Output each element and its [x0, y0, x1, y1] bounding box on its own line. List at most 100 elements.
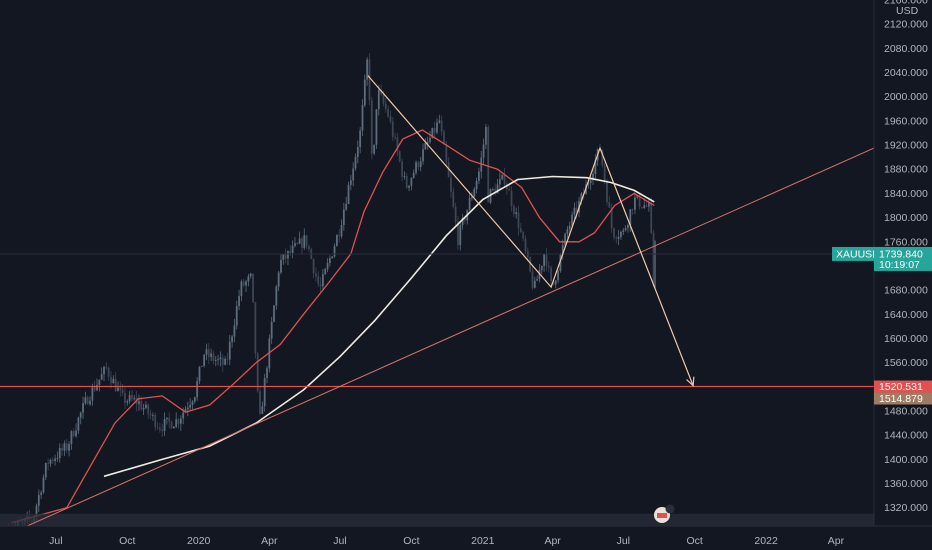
candle-body: [603, 165, 606, 182]
candle-body: [105, 367, 108, 368]
candle-body: [615, 237, 618, 239]
candle-body: [503, 174, 506, 185]
y-tick-label: 2160.000: [884, 0, 928, 7]
candle-body: [254, 302, 257, 354]
y-tick-label: 1680.000: [884, 285, 928, 297]
plot-background: [0, 0, 874, 550]
candle-body: [249, 273, 252, 277]
candle-body: [35, 505, 38, 517]
candle-body: [533, 280, 536, 288]
candle-body: [212, 353, 215, 361]
candle-body: [152, 414, 154, 416]
candle-body: [508, 188, 511, 191]
candle-body: [165, 417, 168, 420]
candle-body: [77, 417, 80, 431]
candle-body: [89, 400, 91, 405]
y-tick-label: 1360.000: [884, 478, 928, 490]
candle-body: [359, 130, 362, 148]
projection-arrow-head: [686, 376, 695, 387]
candle-body: [224, 358, 226, 365]
candle-body: [177, 419, 180, 424]
time-axis[interactable]: [0, 526, 932, 550]
candle-body: [315, 273, 317, 277]
candle-body: [203, 354, 206, 366]
candle-body: [487, 126, 490, 203]
candle-body: [384, 103, 387, 110]
candle-body: [47, 463, 50, 464]
candle-body: [86, 397, 89, 405]
x-tick-label: Apr: [544, 535, 561, 547]
candle-body: [631, 209, 634, 211]
candle-body: [198, 366, 201, 382]
candle-body: [247, 276, 250, 282]
candle-body: [557, 271, 559, 281]
candle-body: [440, 120, 443, 132]
candle-body: [377, 89, 380, 110]
candle-body: [433, 127, 436, 133]
candle-body: [415, 162, 417, 173]
candle-body: [98, 379, 101, 385]
candle-body: [233, 325, 236, 337]
candle-body: [63, 443, 66, 451]
candle-body: [186, 407, 189, 410]
candle-body: [289, 251, 292, 253]
candle-body: [452, 191, 455, 207]
candle-body: [373, 144, 376, 154]
candle-body: [196, 381, 199, 398]
level-tag-1514[interactable]: 1514.879: [879, 393, 923, 405]
candle-body: [70, 431, 73, 444]
candle-body: [296, 243, 299, 245]
candle-body: [242, 281, 245, 286]
candle-body: [361, 105, 364, 131]
candle-body: [575, 207, 578, 213]
last-price-tag-bg: [874, 246, 932, 271]
candle-body: [410, 177, 413, 186]
candle-body: [643, 205, 646, 208]
candle-body: [189, 404, 192, 408]
candle-body: [291, 245, 294, 253]
candle-body: [485, 126, 487, 145]
candle-body: [110, 376, 112, 384]
candle-body: [82, 403, 84, 413]
candle-body: [422, 149, 424, 162]
candle-body: [126, 401, 129, 403]
ascending-trend-line[interactable]: [8, 147, 875, 535]
candle-body: [256, 353, 259, 392]
candle-body: [571, 214, 573, 226]
candle-body: [620, 231, 622, 237]
y-tick-label: 1880.000: [884, 164, 928, 176]
pattern-zigzag-line[interactable]: [367, 75, 694, 386]
level-tag-1520[interactable]: 1520.531: [879, 381, 923, 393]
candle-body: [100, 374, 103, 380]
candle-body: [496, 184, 499, 194]
candle-body: [58, 447, 61, 459]
candle-body: [568, 225, 571, 230]
candle-body: [356, 147, 359, 157]
candle-body: [648, 202, 650, 207]
candle-body: [54, 458, 57, 462]
candle-body: [431, 127, 434, 138]
symbol-tag[interactable]: XAUUSD: [836, 248, 880, 260]
candle-body: [338, 235, 341, 237]
y-tick-label: 1960.000: [884, 115, 928, 127]
candle-body: [429, 137, 431, 142]
candle-body: [617, 236, 620, 239]
candle-body: [317, 276, 320, 285]
candle-body: [645, 205, 648, 207]
candle-body: [531, 271, 534, 288]
candle-body: [298, 238, 301, 244]
candle-body: [103, 367, 105, 375]
candle-body: [301, 238, 303, 248]
candle-body: [252, 273, 254, 303]
candle-body: [522, 232, 525, 239]
candle-body: [624, 228, 627, 231]
candle-body: [478, 171, 480, 181]
candle-body: [138, 401, 140, 405]
candle-body: [368, 59, 371, 101]
level-tag-1514-bg: [874, 392, 932, 405]
price-axis[interactable]: [874, 0, 932, 550]
x-tick-label: Oct: [687, 535, 703, 547]
candle-body: [42, 477, 45, 493]
